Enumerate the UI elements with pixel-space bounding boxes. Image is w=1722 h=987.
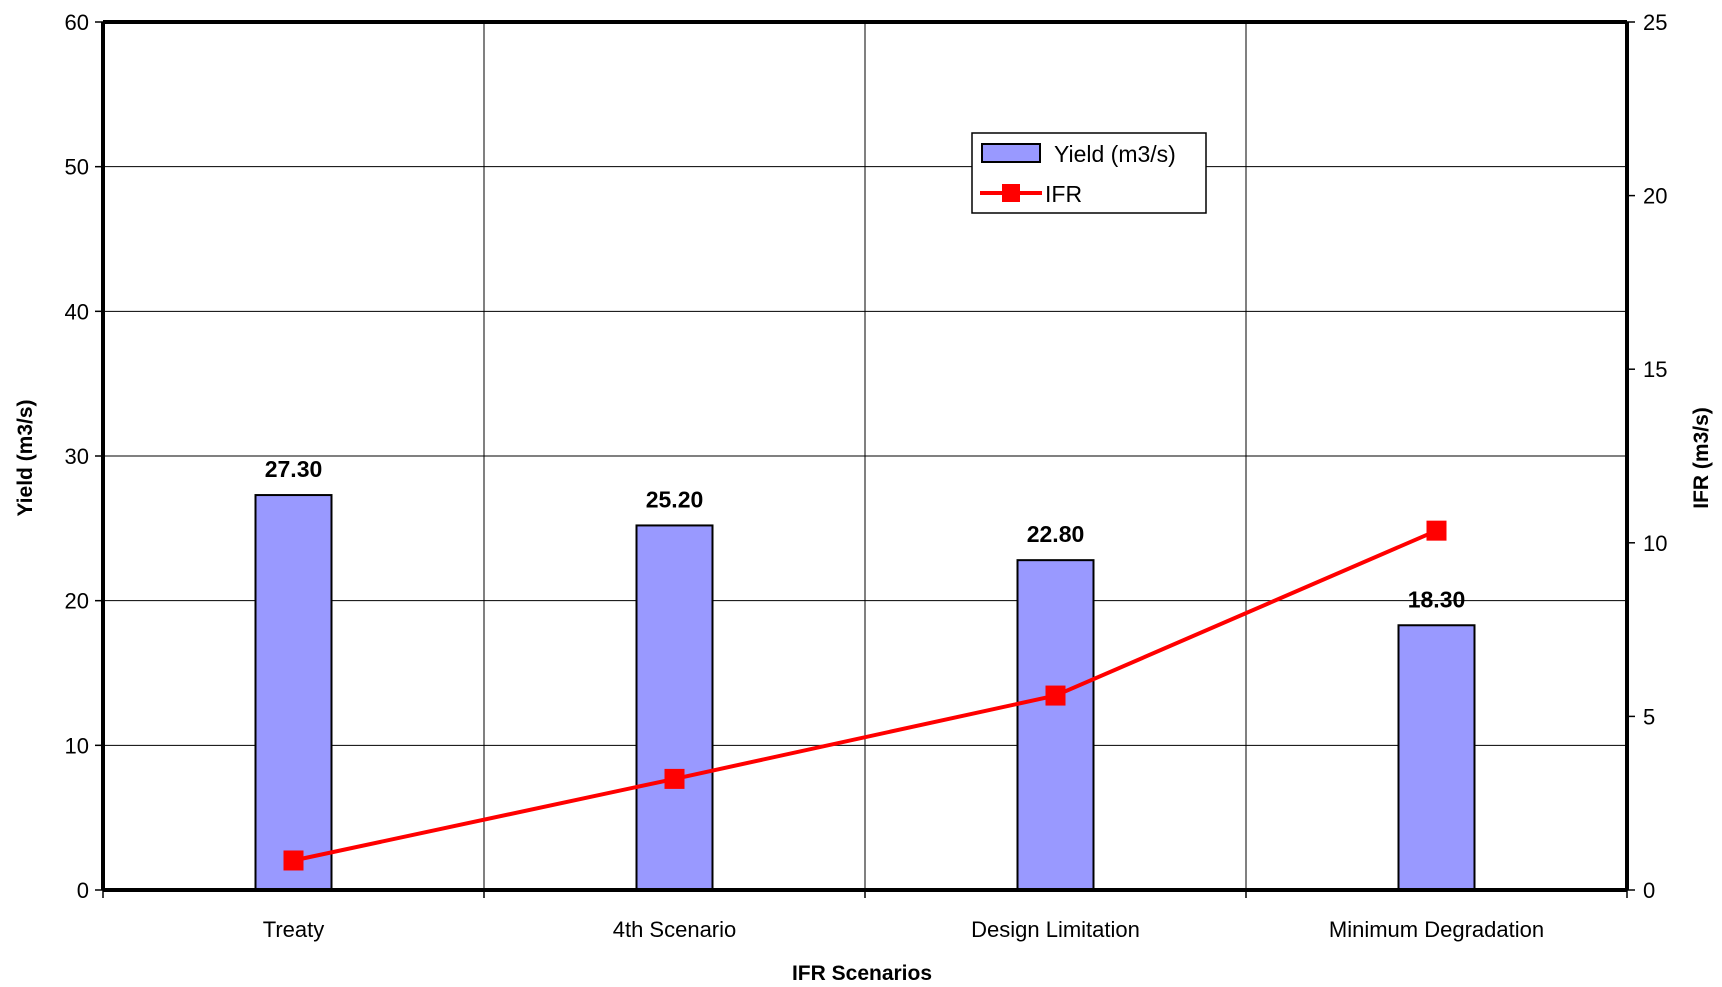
x-tick-label: 4th Scenario [613, 917, 737, 942]
line-series [283, 520, 1447, 871]
yield-data-label: 22.80 [1027, 521, 1085, 547]
y-axis-title: Yield (m3/s) [14, 399, 37, 516]
right-axis-ticks: 0 5 10 15 20 25 [1627, 10, 1667, 903]
yield-bar [635, 524, 714, 891]
right-tick-label: 0 [1643, 878, 1655, 903]
right-tick-label: 25 [1643, 10, 1667, 35]
right-tick-label: 15 [1643, 357, 1667, 382]
left-tick-label: 20 [65, 589, 89, 614]
left-tick-label: 0 [77, 878, 89, 903]
left-tick-label: 10 [65, 733, 89, 758]
left-axis-ticks: 0 10 20 30 40 50 60 [65, 10, 103, 903]
legend-ifr-marker [1002, 184, 1020, 202]
yield-bar [1397, 624, 1476, 891]
x-tick-label: Minimum Degradation [1329, 917, 1544, 942]
right-tick-label: 10 [1643, 531, 1667, 556]
left-tick-label: 50 [65, 155, 89, 180]
x-axis-ticks: Treaty 4th Scenario Design Limitation Minim… [102, 890, 1628, 942]
legend: Yield (m3/s) IFR [971, 132, 1207, 214]
x-axis-title: IFR Scenarios [792, 962, 932, 985]
yield-bar [1016, 559, 1095, 891]
yield-data-label: 27.30 [265, 456, 323, 482]
left-tick-label: 30 [65, 444, 89, 469]
yield-data-label: 25.20 [646, 486, 704, 512]
ifr-marker [1426, 520, 1447, 541]
ifr-marker [664, 768, 685, 789]
ifr-marker [1045, 685, 1066, 706]
ifr-marker [283, 850, 304, 871]
legend-ifr-label: IFR [1045, 181, 1082, 207]
legend-yield-label: Yield (m3/s) [1054, 141, 1176, 167]
bar-data-labels: 27.30 25.20 22.80 18.30 [265, 456, 1466, 612]
right-tick-label: 5 [1643, 704, 1655, 729]
left-tick-label: 40 [65, 299, 89, 324]
left-tick-label: 60 [65, 10, 89, 35]
bar-series [254, 494, 1476, 891]
right-tick-label: 20 [1643, 184, 1667, 209]
yield-data-label: 18.30 [1408, 586, 1466, 612]
x-tick-label: Treaty [263, 917, 325, 942]
y2-axis-title: IFR (m3/s) [1690, 407, 1713, 509]
yield-bar [254, 494, 333, 891]
legend-yield-swatch [981, 143, 1041, 163]
x-tick-label: Design Limitation [971, 917, 1140, 942]
ifr-line [293, 528, 1438, 863]
